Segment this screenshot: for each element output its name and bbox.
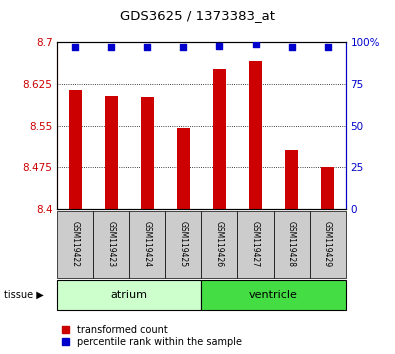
Bar <box>166 211 201 278</box>
Bar <box>177 129 190 209</box>
Point <box>144 45 150 50</box>
Point <box>252 41 259 47</box>
Bar <box>130 211 166 278</box>
Bar <box>105 96 118 209</box>
Point <box>288 45 295 50</box>
Text: tissue ▶: tissue ▶ <box>4 290 44 300</box>
Point <box>72 45 79 50</box>
Text: GSM119423: GSM119423 <box>107 221 116 267</box>
Bar <box>310 211 346 278</box>
Bar <box>57 211 93 278</box>
Text: GDS3625 / 1373383_at: GDS3625 / 1373383_at <box>120 9 275 22</box>
Legend: transformed count, percentile rank within the sample: transformed count, percentile rank withi… <box>60 323 244 349</box>
Bar <box>237 211 274 278</box>
Bar <box>285 149 298 209</box>
Bar <box>201 211 237 278</box>
Text: GSM119428: GSM119428 <box>287 221 296 267</box>
Bar <box>201 280 346 310</box>
Text: GSM119424: GSM119424 <box>143 221 152 267</box>
Bar <box>321 167 334 209</box>
Bar <box>274 211 310 278</box>
Point <box>108 45 115 50</box>
Text: GSM119422: GSM119422 <box>71 221 80 267</box>
Bar <box>69 90 82 209</box>
Text: GSM119429: GSM119429 <box>323 221 332 267</box>
Text: ventricle: ventricle <box>249 290 298 300</box>
Text: GSM119427: GSM119427 <box>251 221 260 267</box>
Text: GSM119425: GSM119425 <box>179 221 188 267</box>
Bar <box>93 211 130 278</box>
Point <box>216 43 223 48</box>
Bar <box>57 280 201 310</box>
Text: GSM119426: GSM119426 <box>215 221 224 267</box>
Bar <box>249 61 262 209</box>
Point <box>180 45 186 50</box>
Text: atrium: atrium <box>111 290 148 300</box>
Bar <box>141 97 154 209</box>
Bar <box>213 69 226 209</box>
Point <box>324 45 331 50</box>
